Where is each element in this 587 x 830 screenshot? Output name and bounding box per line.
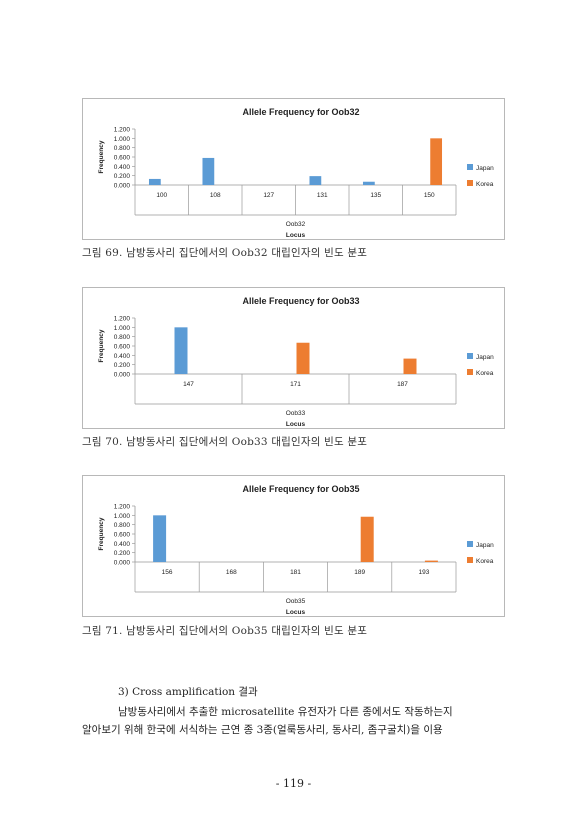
y-tick-label: 0.400 bbox=[114, 164, 131, 171]
bar-japan-108 bbox=[202, 157, 215, 185]
chart-title: Allele Frequency for Oob33 bbox=[242, 296, 359, 306]
legend-label-korea: Korea bbox=[476, 181, 494, 188]
locus-group-label: Oob33 bbox=[286, 410, 306, 417]
x-axis-label: Locus bbox=[286, 609, 306, 616]
figure-caption-70: 그림 70. 남방동사리 집단에서의 Oob33 대립인자의 빈도 분포 bbox=[82, 436, 368, 448]
x-tick-label: 147 bbox=[183, 381, 194, 388]
y-tick-label: 0.400 bbox=[114, 353, 131, 360]
y-tick-label: 1.000 bbox=[114, 325, 131, 332]
x-tick-label: 189 bbox=[354, 569, 365, 576]
bar-korea-150 bbox=[430, 138, 443, 185]
bar-japan-135 bbox=[362, 181, 375, 185]
body-line-2: 알아보기 위해 한국에 서식하는 근연 종 3종(얼룩동사리, 동사리, 좀구굴… bbox=[82, 724, 443, 736]
chart-oob35: Allele Frequency for Oob35 Frequency 0.000… bbox=[82, 475, 505, 617]
legend-label-japan: Japan bbox=[476, 542, 494, 549]
y-tick-label: 0.000 bbox=[114, 183, 131, 190]
figure-caption-69: 그림 69. 남방동사리 집단에서의 Oob32 대립인자의 빈도 분포 bbox=[82, 247, 368, 259]
x-tick-label: 150 bbox=[424, 192, 435, 199]
y-tick-label: 0.200 bbox=[114, 362, 131, 369]
x-tick-label: 193 bbox=[418, 569, 429, 576]
locus-group-label: Oob32 bbox=[286, 221, 306, 228]
chart-oob33-svg: Allele Frequency for Oob33 Frequency 0.000… bbox=[98, 296, 494, 428]
y-tick-label: 1.000 bbox=[114, 136, 131, 143]
y-tick-label: 0.800 bbox=[114, 145, 131, 152]
legend-swatch-japan bbox=[467, 353, 473, 359]
figure-caption-71: 그림 71. 남방동사리 집단에서의 Oob35 대립인자의 빈도 분포 bbox=[82, 625, 368, 637]
legend-swatch-korea bbox=[467, 557, 473, 563]
y-tick-label: 0.200 bbox=[114, 550, 131, 557]
y-tick-label: 1.200 bbox=[114, 316, 131, 323]
y-tick-label: 0.800 bbox=[114, 522, 131, 529]
y-tick-label: 1.200 bbox=[114, 127, 131, 134]
bar-korea-171 bbox=[296, 342, 310, 374]
y-axis-label: Frequency bbox=[98, 517, 105, 550]
legend-swatch-japan bbox=[467, 541, 473, 547]
y-tick-label: 0.600 bbox=[114, 532, 131, 539]
y-tick-label: 0.400 bbox=[114, 541, 131, 548]
x-tick-label: 127 bbox=[263, 192, 274, 199]
body-line-1: 남방동사리에서 추출한 microsatellite 유전자가 다른 종에서도 … bbox=[118, 706, 453, 718]
x-tick-label: 187 bbox=[397, 381, 408, 388]
legend-label-korea: Korea bbox=[476, 370, 494, 377]
bar-korea-187 bbox=[403, 358, 417, 374]
x-axis-label: Locus bbox=[286, 421, 306, 428]
x-tick-label: 156 bbox=[162, 569, 173, 576]
y-axis-label: Frequency bbox=[98, 140, 105, 173]
legend-swatch-japan bbox=[467, 164, 473, 170]
legend-label-korea: Korea bbox=[476, 558, 494, 565]
bar-korea-189 bbox=[360, 516, 374, 562]
page-number: - 119 - bbox=[275, 777, 312, 790]
y-tick-label: 0.200 bbox=[114, 173, 131, 180]
legend-swatch-korea bbox=[467, 180, 473, 186]
y-tick-label: 1.200 bbox=[114, 504, 131, 511]
x-tick-label: 100 bbox=[156, 192, 167, 199]
y-tick-label: 1.000 bbox=[114, 513, 131, 520]
legend-label-japan: Japan bbox=[476, 165, 494, 172]
chart-oob35-svg: Allele Frequency for Oob35 Frequency 0.000… bbox=[98, 484, 494, 616]
bar-japan-156 bbox=[153, 515, 167, 562]
y-tick-label: 0.600 bbox=[114, 344, 131, 351]
y-tick-label: 0.000 bbox=[114, 372, 131, 379]
x-tick-label: 181 bbox=[290, 569, 301, 576]
bar-korea-193 bbox=[424, 560, 438, 562]
bar-japan-147 bbox=[174, 327, 188, 374]
chart-oob32-svg: Allele Frequency for Oob32 Frequency 0.000… bbox=[98, 107, 494, 239]
x-axis-label: Locus bbox=[286, 232, 306, 239]
x-tick-label: 135 bbox=[370, 192, 381, 199]
locus-group-label: Oob35 bbox=[286, 598, 306, 605]
x-tick-label: 168 bbox=[226, 569, 237, 576]
y-tick-label: 0.000 bbox=[114, 560, 131, 567]
x-tick-label: 108 bbox=[210, 192, 221, 199]
chart-title: Allele Frequency for Oob35 bbox=[242, 484, 359, 494]
y-tick-label: 0.600 bbox=[114, 155, 131, 162]
legend-label-japan: Japan bbox=[476, 354, 494, 361]
chart-oob33: Allele Frequency for Oob33 Frequency 0.000… bbox=[82, 287, 505, 429]
bar-japan-100 bbox=[148, 178, 161, 185]
bar-japan-131 bbox=[309, 176, 322, 185]
section-heading: 3) Cross amplification 결과 bbox=[118, 686, 258, 698]
legend-swatch-korea bbox=[467, 369, 473, 375]
y-tick-label: 0.800 bbox=[114, 334, 131, 341]
x-tick-label: 171 bbox=[290, 381, 301, 388]
x-tick-label: 131 bbox=[317, 192, 328, 199]
chart-title: Allele Frequency for Oob32 bbox=[242, 107, 359, 117]
chart-oob32: Allele Frequency for Oob32 Frequency 0.000… bbox=[82, 98, 505, 240]
y-axis-label: Frequency bbox=[98, 329, 105, 362]
